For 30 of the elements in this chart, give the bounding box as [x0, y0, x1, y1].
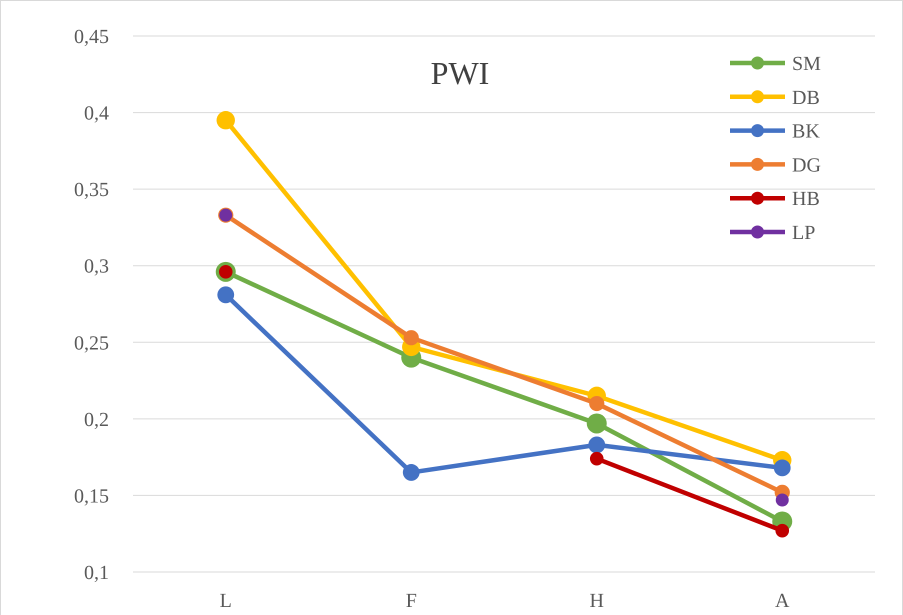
y-tick-label: 0,15: [74, 485, 109, 508]
point: [775, 524, 790, 538]
x-tick-label: A: [775, 590, 790, 612]
legend-label: SM: [792, 53, 822, 75]
x-tick-label: L: [220, 590, 232, 612]
y-tick-label: 0,3: [84, 256, 109, 278]
point: [589, 396, 604, 412]
y-tick-label: 0,35: [74, 179, 109, 202]
legend-label: DG: [792, 154, 821, 176]
x-tick-label: H: [590, 590, 604, 612]
point: [774, 459, 791, 476]
point: [586, 413, 607, 434]
point: [590, 452, 604, 466]
point: [776, 494, 789, 507]
x-tick-label: F: [406, 590, 417, 612]
y-tick-label: 0,25: [74, 332, 109, 354]
y-tick-label: 0,45: [74, 26, 109, 48]
y-tick-label: 0,2: [84, 408, 109, 431]
point: [217, 286, 234, 304]
point: [216, 111, 235, 130]
legend-label: DB: [792, 86, 820, 109]
point: [588, 436, 606, 454]
y-tick-label: 0,4: [84, 102, 109, 125]
y-tick-label: 0,1: [84, 562, 109, 584]
text: PWI: [430, 55, 490, 91]
legend-label: LP: [792, 222, 816, 244]
point: [402, 464, 420, 481]
legend-label: HB: [792, 188, 820, 210]
point: [404, 330, 419, 346]
legend-label: BK: [792, 120, 820, 143]
